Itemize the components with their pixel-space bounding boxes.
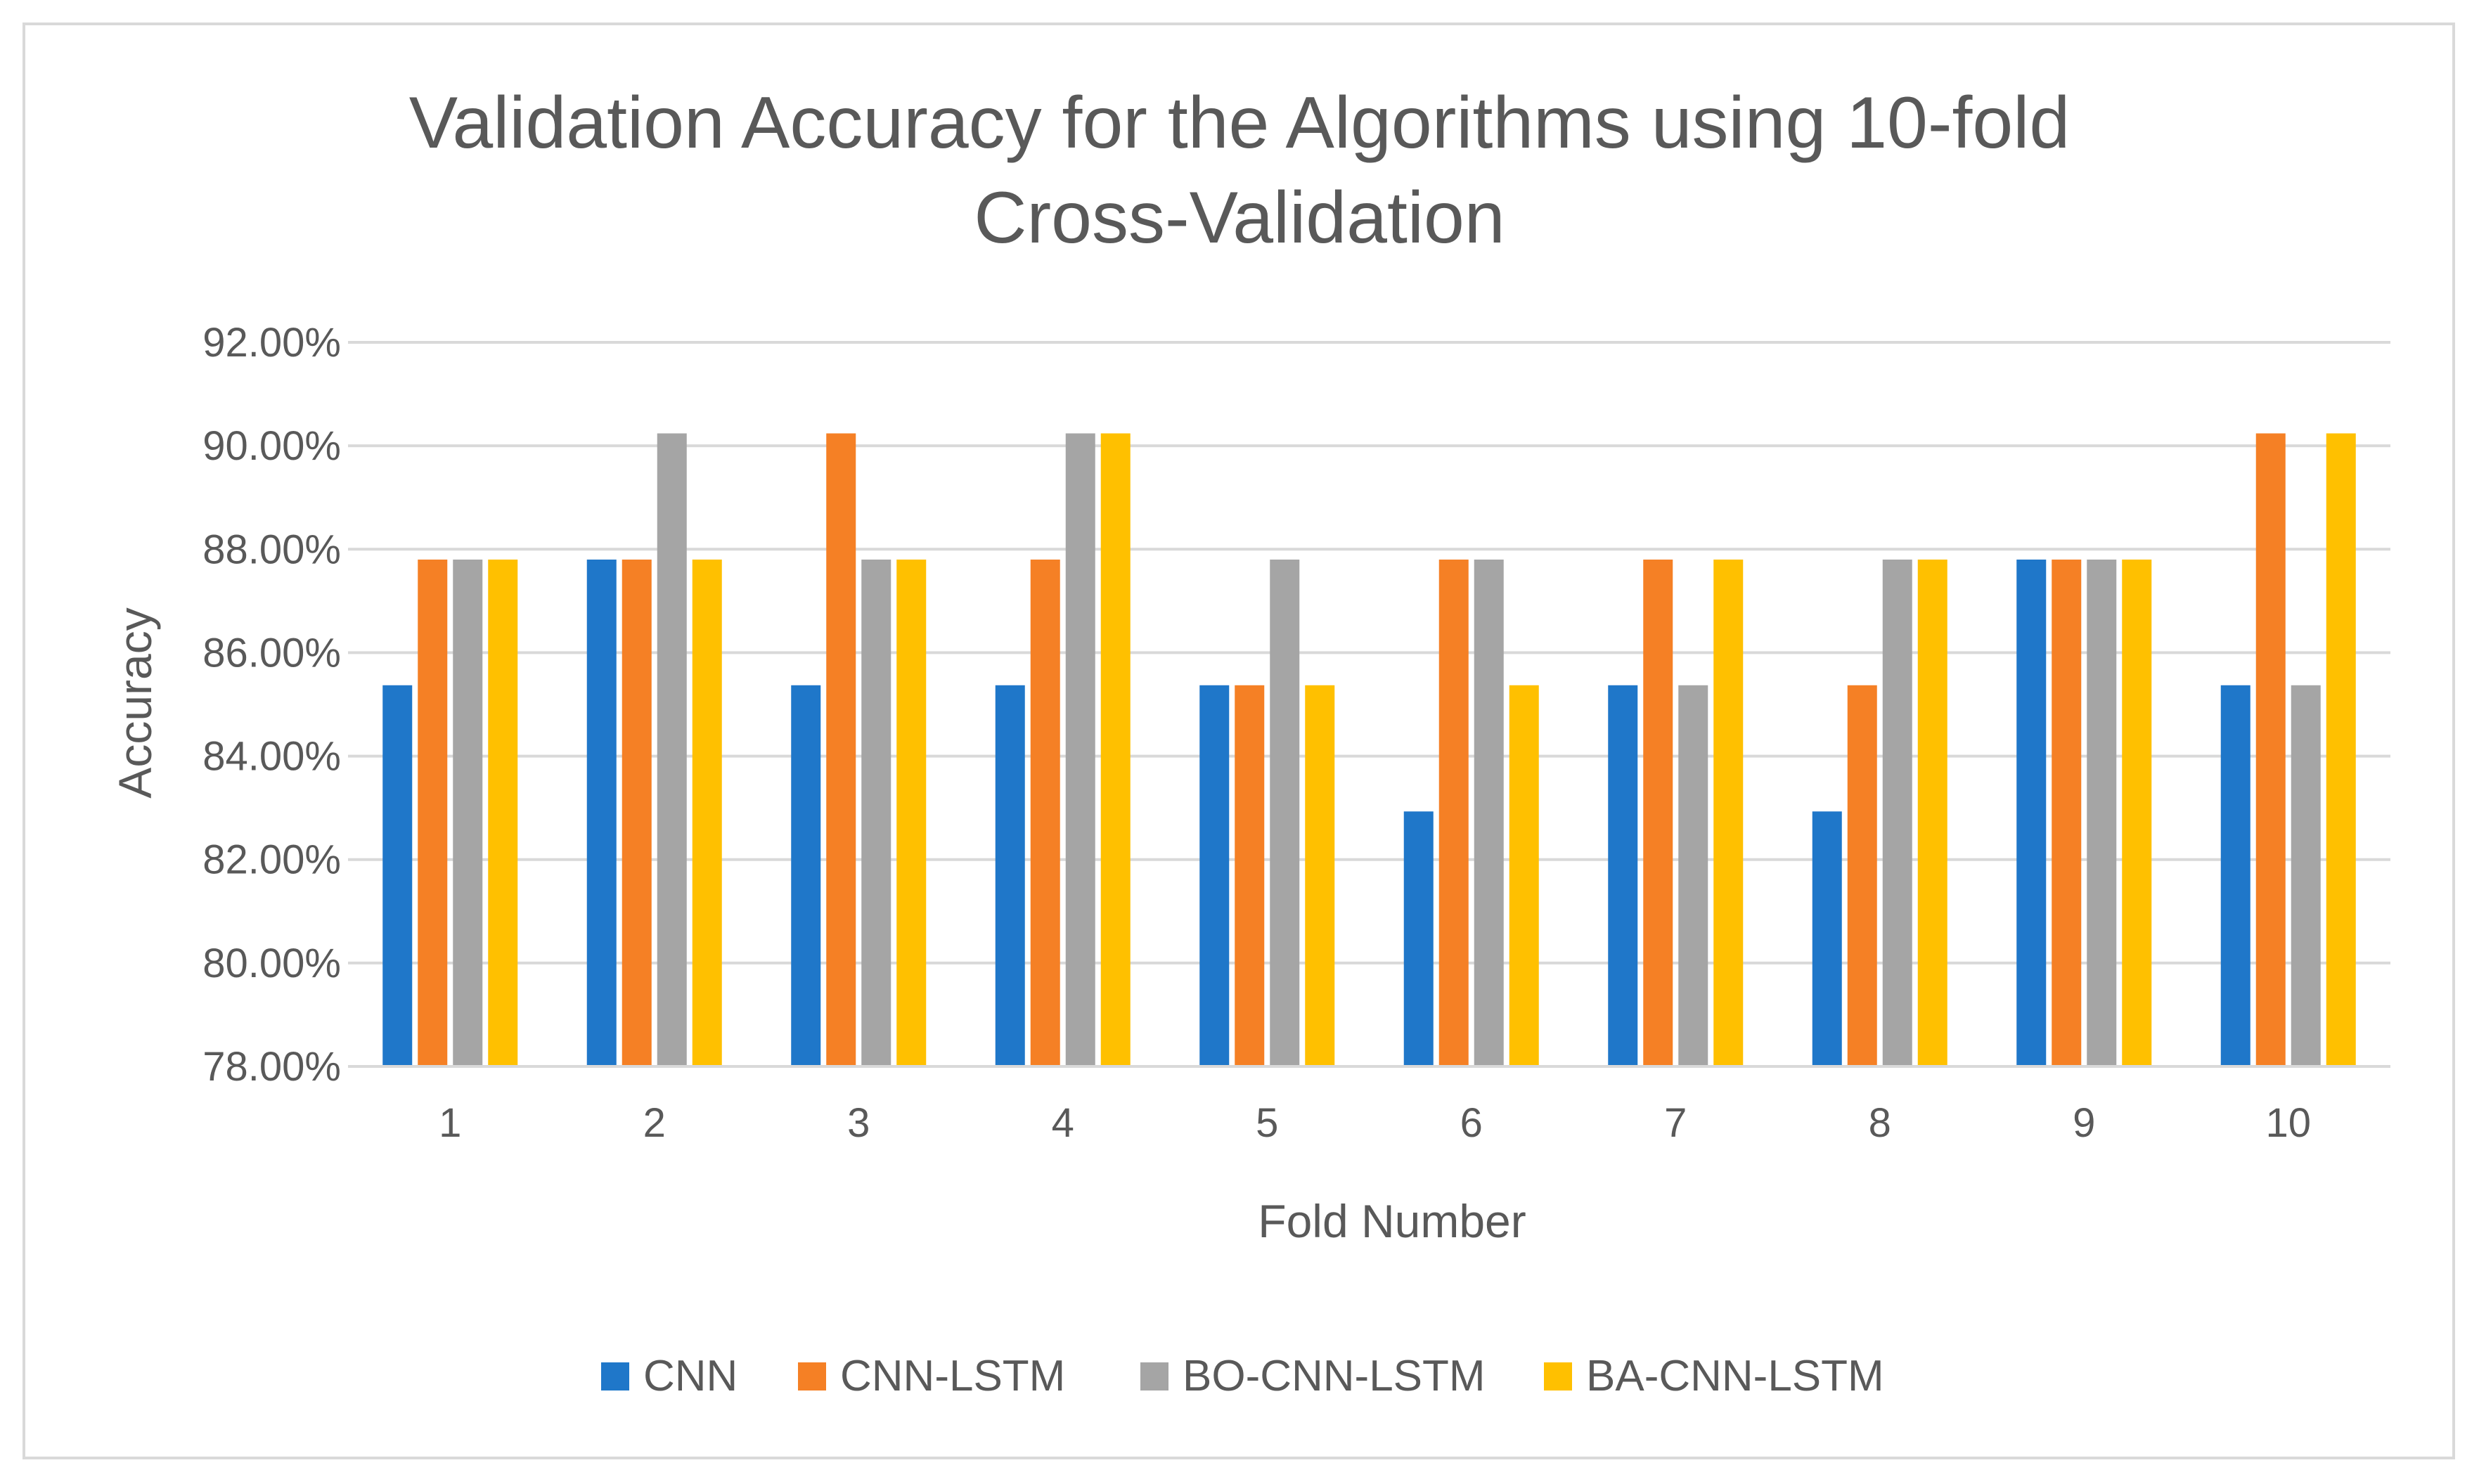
bar-cnn-lstm-fold-1 bbox=[418, 560, 448, 1066]
bar-ba-cnn-lstm-fold-5 bbox=[1305, 685, 1335, 1066]
bar-cnn-fold-2 bbox=[586, 560, 617, 1066]
bar-ba-cnn-lstm-fold-8 bbox=[1917, 560, 1947, 1066]
bar-cnn-fold-8 bbox=[1812, 811, 1842, 1066]
y-axis-ticks: 78.00% 80.00% 82.00% 84.00% 86.00% 88.00% 90.0… bbox=[202, 320, 341, 1090]
bar-cnn-fold-1 bbox=[382, 685, 413, 1066]
x-axis-ticks: 1 2 3 4 5 6 7 8 9 10 bbox=[439, 1100, 2311, 1146]
bar-cnn-fold-3 bbox=[791, 685, 821, 1066]
x-tick-label: 9 bbox=[2073, 1100, 2095, 1146]
y-tick-label: 84.00% bbox=[202, 734, 341, 780]
x-tick-label: 3 bbox=[847, 1100, 870, 1146]
y-tick-label: 80.00% bbox=[202, 941, 341, 986]
bar-bo-cnn-lstm-fold-10 bbox=[2291, 685, 2321, 1066]
x-tick-label: 1 bbox=[439, 1100, 461, 1146]
y-tick-label: 90.00% bbox=[202, 423, 341, 469]
y-tick-label: 82.00% bbox=[202, 837, 341, 883]
bar-bo-cnn-lstm-fold-6 bbox=[1474, 560, 1504, 1066]
bar-cnn-fold-5 bbox=[1199, 685, 1230, 1066]
bar-cnn-lstm-fold-6 bbox=[1438, 560, 1469, 1066]
x-tick-label: 7 bbox=[1664, 1100, 1687, 1146]
legend-swatch-cnn bbox=[601, 1362, 629, 1391]
bar-bo-cnn-lstm-fold-9 bbox=[2087, 560, 2117, 1066]
bars bbox=[382, 433, 2356, 1066]
bar-cnn-lstm-fold-2 bbox=[622, 560, 652, 1066]
bar-bo-cnn-lstm-fold-8 bbox=[1882, 560, 1912, 1066]
bar-bo-cnn-lstm-fold-2 bbox=[657, 433, 687, 1066]
bar-cnn-fold-9 bbox=[2016, 560, 2047, 1066]
x-tick-label: 10 bbox=[2265, 1100, 2311, 1146]
chart-title-line-2: Cross-Validation bbox=[974, 177, 1505, 259]
y-tick-label: 78.00% bbox=[202, 1044, 341, 1090]
bar-cnn-fold-7 bbox=[1608, 685, 1638, 1066]
legend-label-cnn: CNN bbox=[643, 1352, 738, 1400]
bar-cnn-lstm-fold-5 bbox=[1235, 685, 1265, 1066]
legend: CNN CNN-LSTM BO-CNN-LSTM BA-CNN-LSTM bbox=[601, 1352, 1884, 1400]
gridlines bbox=[348, 341, 2390, 964]
bar-bo-cnn-lstm-fold-5 bbox=[1270, 560, 1300, 1066]
bar-ba-cnn-lstm-fold-7 bbox=[1713, 560, 1744, 1066]
legend-label-cnn-lstm: CNN-LSTM bbox=[840, 1352, 1065, 1400]
x-tick-label: 2 bbox=[643, 1100, 666, 1146]
bar-bo-cnn-lstm-fold-3 bbox=[861, 560, 891, 1066]
legend-label-bo-cnn-lstm: BO-CNN-LSTM bbox=[1183, 1352, 1486, 1400]
y-tick-label: 86.00% bbox=[202, 630, 341, 676]
legend-label-ba-cnn-lstm: BA-CNN-LSTM bbox=[1586, 1352, 1884, 1400]
bar-ba-cnn-lstm-fold-4 bbox=[1100, 433, 1131, 1066]
bar-cnn-lstm-fold-10 bbox=[2255, 433, 2286, 1066]
bar-ba-cnn-lstm-fold-6 bbox=[1509, 685, 1539, 1066]
bar-ba-cnn-lstm-fold-9 bbox=[2122, 560, 2152, 1066]
bar-ba-cnn-lstm-fold-10 bbox=[2326, 433, 2356, 1066]
bar-bo-cnn-lstm-fold-4 bbox=[1065, 433, 1095, 1066]
legend-swatch-cnn-lstm bbox=[798, 1362, 826, 1391]
bar-cnn-lstm-fold-7 bbox=[1643, 560, 1673, 1066]
bar-cnn-fold-10 bbox=[2220, 685, 2251, 1066]
bar-cnn-lstm-fold-3 bbox=[826, 433, 856, 1066]
chart-title-line-1: Validation Accuracy for the Algorithms u… bbox=[409, 82, 2070, 164]
bar-cnn-lstm-fold-8 bbox=[1847, 685, 1877, 1066]
bar-bo-cnn-lstm-fold-7 bbox=[1678, 685, 1708, 1066]
x-tick-label: 4 bbox=[1052, 1100, 1074, 1146]
legend-swatch-bo-cnn-lstm bbox=[1140, 1362, 1168, 1391]
bar-ba-cnn-lstm-fold-1 bbox=[488, 560, 518, 1066]
chart-title: Validation Accuracy for the Algorithms u… bbox=[409, 82, 2070, 259]
bar-cnn-fold-4 bbox=[995, 685, 1025, 1066]
bar-ba-cnn-lstm-fold-2 bbox=[692, 560, 722, 1066]
y-tick-label: 92.00% bbox=[202, 320, 341, 366]
legend-swatch-ba-cnn-lstm bbox=[1544, 1362, 1572, 1391]
y-tick-label: 88.00% bbox=[202, 527, 341, 572]
x-tick-label: 6 bbox=[1460, 1100, 1483, 1146]
x-tick-label: 5 bbox=[1256, 1100, 1278, 1146]
bar-cnn-lstm-fold-9 bbox=[2052, 560, 2082, 1066]
bar-ba-cnn-lstm-fold-3 bbox=[896, 560, 927, 1066]
y-axis-title: Accuracy bbox=[109, 607, 161, 798]
bar-cnn-fold-6 bbox=[1403, 811, 1434, 1066]
bar-bo-cnn-lstm-fold-1 bbox=[453, 560, 483, 1066]
x-axis-title: Fold Number bbox=[1258, 1195, 1526, 1247]
bar-cnn-lstm-fold-4 bbox=[1030, 560, 1060, 1066]
x-tick-label: 8 bbox=[1869, 1100, 1891, 1146]
